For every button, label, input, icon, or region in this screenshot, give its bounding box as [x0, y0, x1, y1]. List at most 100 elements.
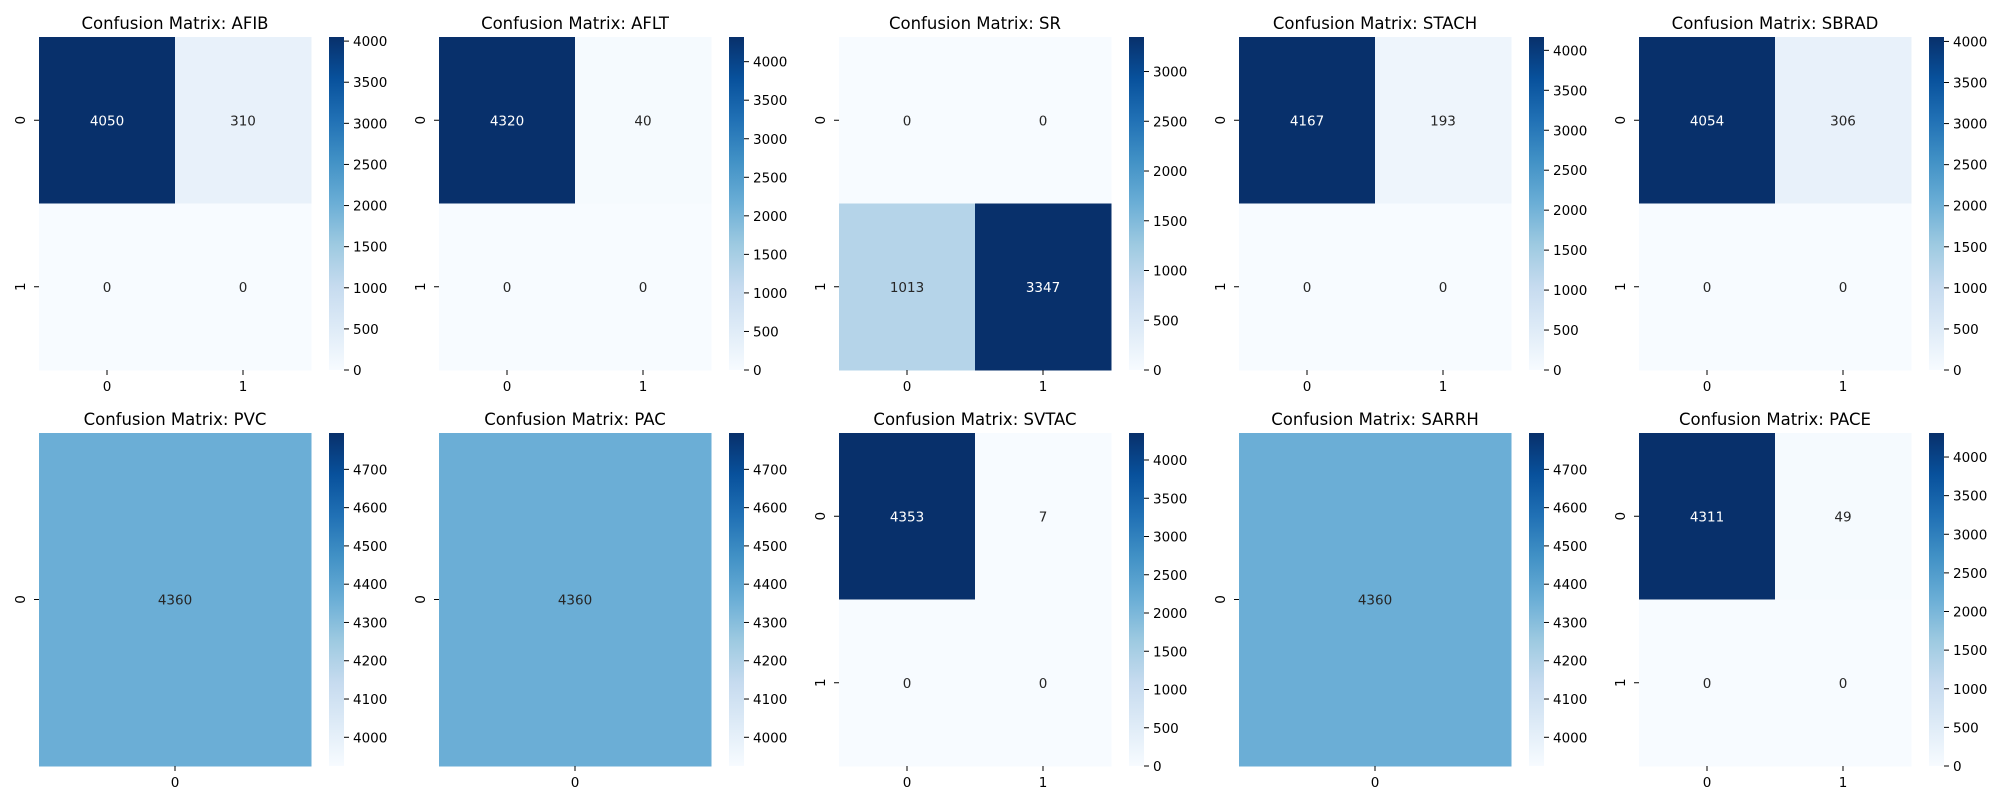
colorbar [729, 37, 744, 370]
y-tick-label: 0 [413, 595, 429, 604]
cell-value-label: 0 [103, 280, 112, 296]
y-tick-label: 1 [1213, 282, 1229, 291]
cell-value-label: 0 [639, 280, 648, 296]
colorbar-tick-label: 4000 [353, 730, 387, 746]
colorbar-tick-label: 4400 [353, 577, 387, 593]
y-tick-label: 1 [13, 282, 29, 291]
cell-value-label: 7 [1039, 509, 1048, 525]
colorbar-tick-label: 4500 [353, 539, 387, 555]
y-tick-label: 0 [1613, 512, 1629, 521]
colorbar-tick-label: 3000 [1153, 65, 1187, 81]
cell-value-label: 4353 [890, 509, 924, 525]
heatmap-cell [1639, 599, 1776, 767]
heatmap-cell [1775, 599, 1912, 767]
colorbar-tick-label: 2500 [753, 170, 787, 186]
heatmap-cell [1239, 37, 1376, 205]
colorbar-tick-label: 3000 [1553, 123, 1587, 139]
heatmap-cell [575, 203, 712, 371]
y-tick-label: 1 [813, 282, 829, 291]
x-tick-label: 0 [1371, 775, 1380, 791]
colorbar-tick-label: 500 [1153, 721, 1179, 737]
colorbar-tick-label: 4300 [1553, 615, 1587, 631]
colorbar-tick-label: 1500 [1553, 243, 1587, 259]
colorbar-tick-label: 1000 [1553, 283, 1587, 299]
colorbar-tick-label: 4000 [353, 34, 387, 50]
colorbar-tick-label: 500 [353, 322, 379, 338]
colorbar-tick-label: 3500 [753, 93, 787, 109]
colorbar-tick-label: 4500 [1553, 539, 1587, 555]
colorbar-tick-label: 3500 [1153, 491, 1187, 507]
subplot-title: Confusion Matrix: AFLT [481, 14, 670, 33]
colorbar-tick-label: 0 [1953, 759, 1962, 775]
heatmap-cell [439, 433, 712, 767]
x-tick-label: 0 [1703, 379, 1712, 395]
colorbar [329, 37, 344, 370]
cell-value-label: 0 [903, 676, 912, 692]
x-tick-label: 0 [103, 379, 112, 395]
subplot-title: Confusion Matrix: SARRH [1271, 410, 1478, 429]
cell-value-label: 306 [1830, 113, 1856, 129]
colorbar-tick-label: 1500 [353, 240, 387, 256]
cell-value-label: 0 [239, 280, 248, 296]
colorbar-tick-label: 4100 [1553, 692, 1587, 708]
colorbar-tick-label: 2500 [353, 157, 387, 173]
subplot-title: Confusion Matrix: PVC [84, 410, 267, 429]
x-tick-label: 1 [1839, 379, 1848, 395]
colorbar-tick-label: 3000 [1953, 117, 1987, 133]
cell-value-label: 0 [1839, 280, 1848, 296]
x-tick-label: 1 [1039, 775, 1048, 791]
cell-value-label: 4167 [1290, 113, 1324, 129]
colorbar-tick-label: 1500 [753, 247, 787, 263]
heatmap-cell [975, 37, 1112, 205]
x-tick-label: 1 [639, 379, 648, 395]
colorbar-tick-label: 4400 [1553, 577, 1587, 593]
colorbar-tick-label: 2500 [1153, 114, 1187, 130]
colorbar-tick-label: 1500 [1953, 240, 1987, 256]
cell-value-label: 310 [230, 113, 256, 129]
y-tick-label: 1 [1613, 282, 1629, 291]
subplot-title: Confusion Matrix: SVTAC [873, 410, 1076, 429]
colorbar-tick-label: 4000 [1553, 43, 1587, 59]
heatmap-cell [175, 203, 312, 371]
colorbar-tick-label: 2500 [1153, 568, 1187, 584]
cell-value-label: 0 [1303, 280, 1312, 296]
heatmap-cell [975, 599, 1112, 767]
colorbar-tick-label: 4000 [1953, 450, 1987, 466]
heatmap-cell [839, 203, 976, 371]
colorbar-tick-label: 3500 [353, 75, 387, 91]
colorbar-tick-label: 4100 [753, 692, 787, 708]
colorbar [1129, 433, 1144, 766]
colorbar-tick-label: 2000 [1153, 164, 1187, 180]
colorbar-tick-label: 4600 [753, 501, 787, 517]
colorbar [1529, 433, 1544, 766]
cell-value-label: 0 [903, 113, 912, 129]
y-tick-label: 0 [13, 116, 29, 125]
colorbar-tick-label: 500 [1153, 313, 1179, 329]
subplot-title: Confusion Matrix: PACE [1679, 410, 1871, 429]
heatmap-cell [39, 203, 176, 371]
cell-value-label: 193 [1430, 113, 1456, 129]
colorbar-tick-label: 0 [1953, 363, 1962, 379]
colorbar [329, 433, 344, 766]
y-tick-label: 0 [13, 595, 29, 604]
heatmap-cell [439, 37, 576, 205]
heatmap-cell [839, 433, 976, 601]
colorbar-tick-label: 500 [1553, 323, 1579, 339]
colorbar-tick-label: 2000 [1553, 203, 1587, 219]
cell-value-label: 4360 [1358, 593, 1392, 609]
heatmap-cell [975, 203, 1112, 371]
cell-value-label: 4050 [90, 113, 124, 129]
colorbar-tick-label: 500 [1953, 720, 1979, 736]
colorbar-tick-label: 1000 [1953, 281, 1987, 297]
colorbar-tick-label: 2000 [1953, 605, 1987, 621]
cell-value-label: 3347 [1026, 280, 1060, 296]
colorbar-tick-label: 4300 [753, 615, 787, 631]
y-tick-label: 0 [1613, 116, 1629, 125]
colorbar-tick-label: 2000 [353, 199, 387, 215]
x-tick-label: 0 [903, 379, 912, 395]
heatmap-cell [439, 203, 576, 371]
cell-value-label: 0 [1839, 676, 1848, 692]
colorbar-tick-label: 0 [1553, 363, 1562, 379]
